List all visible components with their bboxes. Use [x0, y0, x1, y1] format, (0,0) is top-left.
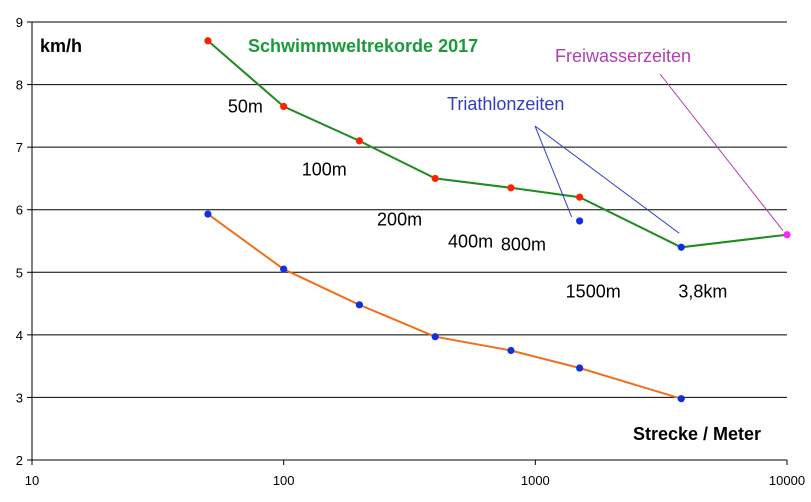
- series-markers: [204, 37, 791, 403]
- triathlon-annotation: Triathlonzeiten: [447, 94, 564, 114]
- data-point: [280, 265, 288, 273]
- distance-labels: 50m 100m 200m 400m 800m 1500m 3,8km: [228, 97, 728, 302]
- x-tick-label: 100: [273, 473, 295, 488]
- axes: [31, 22, 788, 465]
- data-point: [677, 243, 685, 251]
- data-point: [507, 346, 515, 355]
- triathlon-point: [576, 217, 584, 225]
- y-tick-label: 2: [16, 453, 23, 468]
- y-tick-label: 8: [16, 78, 23, 93]
- data-point: [355, 301, 364, 309]
- distance-label: 100m: [302, 159, 347, 179]
- distance-label: 200m: [377, 209, 422, 229]
- distance-label: 400m: [448, 231, 493, 251]
- distance-label: 1500m: [566, 281, 621, 301]
- y-tick-label: 5: [16, 265, 23, 280]
- series-line: [207, 40, 788, 249]
- data-point: [431, 333, 439, 341]
- data-point: [677, 395, 685, 403]
- data-point: [280, 102, 288, 111]
- open-water-callout: [659, 73, 784, 232]
- callout-lines: [534, 73, 784, 234]
- data-point: [204, 37, 212, 45]
- data-point: [576, 193, 584, 201]
- x-tick-label: 1000: [521, 473, 550, 488]
- x-tick-labels: 10 100 1000 10000: [25, 473, 805, 488]
- triathlon-callout: [534, 125, 680, 234]
- data-point: [355, 137, 364, 145]
- data-point: [783, 231, 791, 239]
- y-tick-label: 3: [16, 390, 23, 405]
- y-tick-label: 6: [16, 203, 23, 218]
- distance-label: 800m: [501, 234, 546, 254]
- y-tick-label: 7: [16, 140, 23, 155]
- gridlines: [27, 21, 787, 461]
- series-line: [207, 213, 682, 400]
- distance-label: 3,8km: [678, 281, 727, 301]
- distance-label: 50m: [228, 97, 263, 117]
- data-point: [576, 364, 584, 372]
- triathlon-callout: [534, 125, 573, 218]
- y-axis-label: km/h: [40, 36, 82, 56]
- x-tick-label: 10: [25, 473, 39, 488]
- y-tick-label: 4: [16, 328, 23, 343]
- open-water-annotation: Freiwasserzeiten: [555, 46, 691, 66]
- chart-title: Schwimmweltrekorde 2017: [248, 36, 478, 56]
- y-tick-labels: 2 3 4 5 6 7 8 9: [16, 15, 23, 468]
- data-point: [431, 174, 439, 183]
- x-axis-label: Strecke / Meter: [633, 424, 761, 444]
- x-tick-label: 10000: [769, 473, 805, 488]
- y-tick-label: 9: [16, 15, 23, 30]
- data-point: [204, 210, 212, 218]
- data-point: [507, 184, 515, 192]
